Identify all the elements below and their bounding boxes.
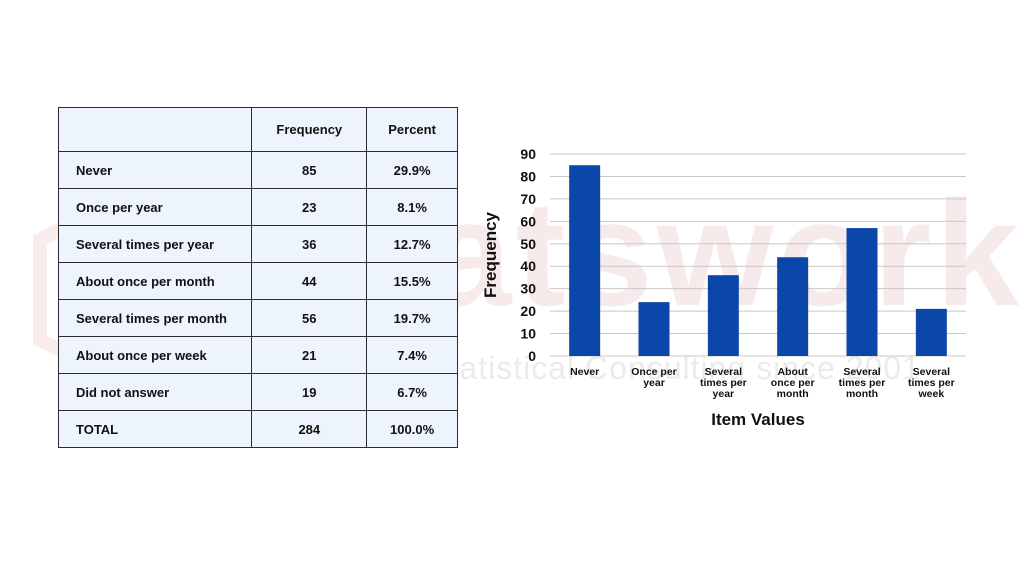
x-category-label-line: About bbox=[778, 366, 809, 378]
header-cell-label bbox=[57, 107, 253, 152]
row-label: About once per month bbox=[57, 262, 253, 300]
x-category-label: Several times per week bbox=[908, 366, 955, 400]
x-category-label-line: times per bbox=[908, 377, 955, 389]
row-label: Never bbox=[57, 151, 253, 189]
y-tick-label: 60 bbox=[520, 213, 536, 229]
row-percent: 100.0% bbox=[366, 410, 458, 448]
x-category-label-line: once per bbox=[771, 377, 815, 389]
row-percent: 19.7% bbox=[366, 299, 458, 337]
row-frequency: 19 bbox=[251, 373, 368, 411]
frequency-table: Frequency Percent Never 85 29.9% Once pe… bbox=[57, 107, 458, 448]
x-category-label-line: times per bbox=[700, 377, 747, 389]
table-row: Never 85 29.9% bbox=[57, 151, 458, 189]
x-category-label-line: month bbox=[777, 388, 809, 400]
y-tick-label: 20 bbox=[520, 303, 536, 319]
header-cell-frequency: Frequency bbox=[251, 107, 368, 152]
bar bbox=[777, 257, 809, 356]
x-category-label-line: Never bbox=[570, 366, 599, 378]
header-cell-percent: Percent bbox=[366, 107, 458, 152]
row-label: Several times per year bbox=[57, 225, 253, 263]
x-axis-title: Item Values bbox=[711, 410, 805, 429]
bar bbox=[569, 165, 601, 356]
y-tick-label: 70 bbox=[520, 191, 536, 207]
row-percent: 15.5% bbox=[366, 262, 458, 300]
table-row-total: TOTAL 284 100.0% bbox=[57, 410, 458, 448]
x-category-label: Never bbox=[570, 366, 599, 378]
row-frequency: 284 bbox=[251, 410, 368, 448]
x-category-label-line: Once per bbox=[631, 366, 677, 378]
table-row: About once per week 21 7.4% bbox=[57, 336, 458, 374]
bar-chart: 0 10 20 30 40 50 60 70 80 90 Never Once per year Seve… bbox=[470, 130, 1010, 440]
row-frequency: 36 bbox=[251, 225, 368, 263]
row-percent: 7.4% bbox=[366, 336, 458, 374]
y-tick-label: 50 bbox=[520, 236, 536, 252]
row-label: Did not answer bbox=[57, 373, 253, 411]
row-percent: 12.7% bbox=[366, 225, 458, 263]
row-percent: 8.1% bbox=[366, 188, 458, 226]
x-category-label-line: year bbox=[643, 377, 665, 389]
table-row: Several times per month 56 19.7% bbox=[57, 299, 458, 337]
row-label: Once per year bbox=[57, 188, 253, 226]
x-category-label: Once per year bbox=[631, 366, 677, 389]
row-label: Several times per month bbox=[57, 299, 253, 337]
x-category-label: Several times per year bbox=[700, 366, 747, 400]
row-label: About once per week bbox=[57, 336, 253, 374]
y-tick-label: 40 bbox=[520, 258, 536, 274]
table-row: Once per year 23 8.1% bbox=[57, 188, 458, 226]
row-percent: 29.9% bbox=[366, 151, 458, 189]
y-tick-label: 30 bbox=[520, 281, 536, 297]
x-category-label-line: Several bbox=[843, 366, 880, 378]
row-frequency: 44 bbox=[251, 262, 368, 300]
y-tick-label: 10 bbox=[520, 326, 536, 342]
x-category-label-line: times per bbox=[839, 377, 886, 389]
bar bbox=[915, 308, 947, 356]
x-category-label-line: week bbox=[917, 388, 944, 400]
x-category-label: Several times per month bbox=[839, 366, 886, 400]
bar bbox=[638, 302, 670, 356]
x-category-label-line: year bbox=[713, 388, 735, 400]
row-frequency: 23 bbox=[251, 188, 368, 226]
bar bbox=[707, 275, 739, 356]
table-row: Several times per year 36 12.7% bbox=[57, 225, 458, 263]
row-frequency: 56 bbox=[251, 299, 368, 337]
y-tick-label: 90 bbox=[520, 146, 536, 162]
x-category-label-line: month bbox=[846, 388, 878, 400]
table-row: About once per month 44 15.5% bbox=[57, 262, 458, 300]
x-category-label-line: Several bbox=[705, 366, 742, 378]
y-tick-label: 0 bbox=[528, 348, 536, 364]
y-tick-label: 80 bbox=[520, 168, 536, 184]
x-category-label-line: Several bbox=[913, 366, 950, 378]
table-row: Did not answer 19 6.7% bbox=[57, 373, 458, 411]
table-header-row: Frequency Percent bbox=[57, 107, 458, 152]
row-frequency: 21 bbox=[251, 336, 368, 374]
bar bbox=[846, 228, 878, 356]
row-label: TOTAL bbox=[57, 410, 253, 448]
row-frequency: 85 bbox=[251, 151, 368, 189]
y-axis-title: Frequency bbox=[481, 211, 500, 298]
x-category-label: About once per month bbox=[771, 366, 815, 400]
row-percent: 6.7% bbox=[366, 373, 458, 411]
